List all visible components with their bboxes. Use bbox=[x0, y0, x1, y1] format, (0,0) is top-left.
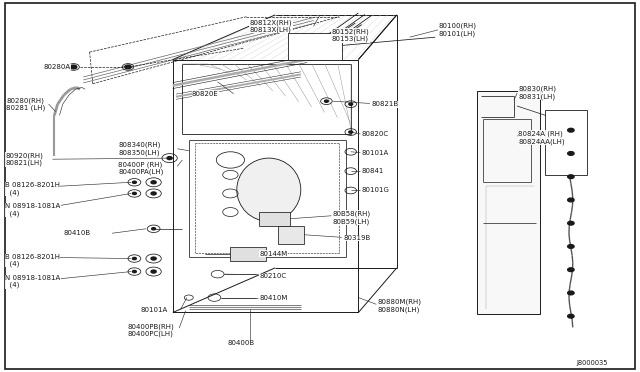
Text: N 08918-1081A
  (4): N 08918-1081A (4) bbox=[5, 203, 60, 217]
Text: 80880M(RH)
80880N(LH): 80880M(RH) 80880N(LH) bbox=[378, 299, 422, 313]
Circle shape bbox=[324, 100, 328, 102]
Bar bbox=[477, 91, 540, 314]
Circle shape bbox=[151, 257, 156, 260]
Circle shape bbox=[349, 131, 353, 133]
Circle shape bbox=[349, 103, 353, 105]
Circle shape bbox=[568, 291, 574, 295]
Circle shape bbox=[167, 157, 172, 160]
Text: 80280(RH)
80281 (LH): 80280(RH) 80281 (LH) bbox=[6, 97, 45, 111]
Text: 80280A: 80280A bbox=[44, 64, 70, 70]
Text: 80400PB(RH)
80400PC(LH): 80400PB(RH) 80400PC(LH) bbox=[128, 323, 175, 337]
Circle shape bbox=[132, 181, 136, 183]
Circle shape bbox=[568, 128, 574, 132]
Circle shape bbox=[132, 192, 136, 195]
Ellipse shape bbox=[237, 158, 301, 221]
Text: 80821B: 80821B bbox=[371, 101, 398, 107]
Circle shape bbox=[568, 151, 574, 155]
Text: 80101A: 80101A bbox=[362, 150, 389, 155]
Text: 80100(RH)
80101(LH): 80100(RH) 80101(LH) bbox=[438, 23, 476, 37]
Text: 80101A: 80101A bbox=[141, 307, 168, 312]
Text: B 08126-8201H
  (4): B 08126-8201H (4) bbox=[5, 182, 60, 196]
Circle shape bbox=[132, 257, 136, 260]
Text: 80830(RH)
80831(LH): 80830(RH) 80831(LH) bbox=[518, 86, 556, 100]
Text: 80410M: 80410M bbox=[259, 295, 287, 301]
Bar bbox=[545, 110, 587, 175]
Text: 80400P (RH)
80400PA(LH): 80400P (RH) 80400PA(LH) bbox=[118, 161, 164, 175]
Text: 80B58(RH)
80B59(LH): 80B58(RH) 80B59(LH) bbox=[333, 211, 371, 225]
Text: B 08126-8201H
  (4): B 08126-8201H (4) bbox=[5, 254, 60, 267]
Text: 80210C: 80210C bbox=[259, 273, 286, 279]
Circle shape bbox=[125, 65, 131, 69]
Text: 80920(RH)
80821(LH): 80920(RH) 80821(LH) bbox=[5, 152, 43, 166]
Bar bbox=[259, 212, 290, 226]
Text: N 08918-1081A
  (4): N 08918-1081A (4) bbox=[5, 275, 60, 288]
Text: 80841: 80841 bbox=[362, 168, 384, 174]
Circle shape bbox=[568, 245, 574, 248]
Text: J8000035: J8000035 bbox=[576, 360, 607, 366]
Circle shape bbox=[568, 314, 574, 318]
Circle shape bbox=[151, 181, 156, 184]
Circle shape bbox=[132, 270, 136, 273]
Bar bbox=[230, 247, 266, 261]
Bar bbox=[288, 33, 342, 60]
Text: 80820C: 80820C bbox=[362, 131, 388, 137]
Circle shape bbox=[152, 228, 156, 230]
Text: 80824A (RH)
80824AA(LH): 80824A (RH) 80824AA(LH) bbox=[518, 131, 565, 145]
Text: 80152(RH)
80153(LH): 80152(RH) 80153(LH) bbox=[332, 28, 369, 42]
Circle shape bbox=[568, 268, 574, 272]
Circle shape bbox=[151, 270, 156, 273]
Text: 80820E: 80820E bbox=[192, 91, 219, 97]
Text: 80812X(RH)
80813X(LH): 80812X(RH) 80813X(LH) bbox=[250, 19, 292, 33]
Text: 808340(RH)
808350(LH): 808340(RH) 808350(LH) bbox=[118, 142, 161, 156]
Circle shape bbox=[568, 221, 574, 225]
Text: 80400B: 80400B bbox=[227, 340, 254, 346]
Text: 80319B: 80319B bbox=[343, 235, 371, 241]
Text: 80410B: 80410B bbox=[64, 230, 91, 236]
Text: 80101G: 80101G bbox=[362, 187, 390, 193]
Bar bbox=[278, 226, 304, 244]
Circle shape bbox=[568, 175, 574, 179]
Circle shape bbox=[151, 192, 156, 195]
Circle shape bbox=[568, 198, 574, 202]
Text: 80144M: 80144M bbox=[259, 251, 287, 257]
Circle shape bbox=[70, 65, 77, 69]
